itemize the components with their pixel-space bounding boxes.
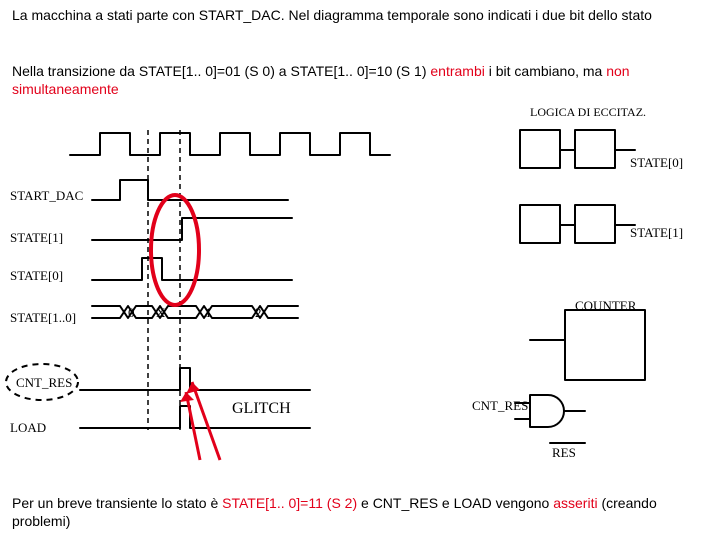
title-text: La macchina a stati parte con START_DAC.… xyxy=(12,7,652,23)
timing-diagram xyxy=(0,100,420,490)
bottom-paragraph: Per un breve transiente lo stato è STATE… xyxy=(12,494,712,530)
p2c: i bit cambiano, ma xyxy=(485,63,606,79)
title-paragraph: La macchina a stati parte con START_DAC.… xyxy=(12,6,702,24)
bd: asseriti xyxy=(553,495,597,511)
ba: Per un breve transiente lo stato è xyxy=(12,495,222,511)
p2a: Nella transizione da STATE[1.. 0]=01 (S … xyxy=(12,63,430,79)
logic-schematic xyxy=(460,110,715,470)
bc: e CNT_RES e LOAD vengono xyxy=(357,495,553,511)
p2b: entrambi xyxy=(430,63,484,79)
transition-paragraph: Nella transizione da STATE[1.. 0]=01 (S … xyxy=(12,62,702,98)
bb: STATE[1.. 0]=11 (S 2) xyxy=(222,495,357,511)
